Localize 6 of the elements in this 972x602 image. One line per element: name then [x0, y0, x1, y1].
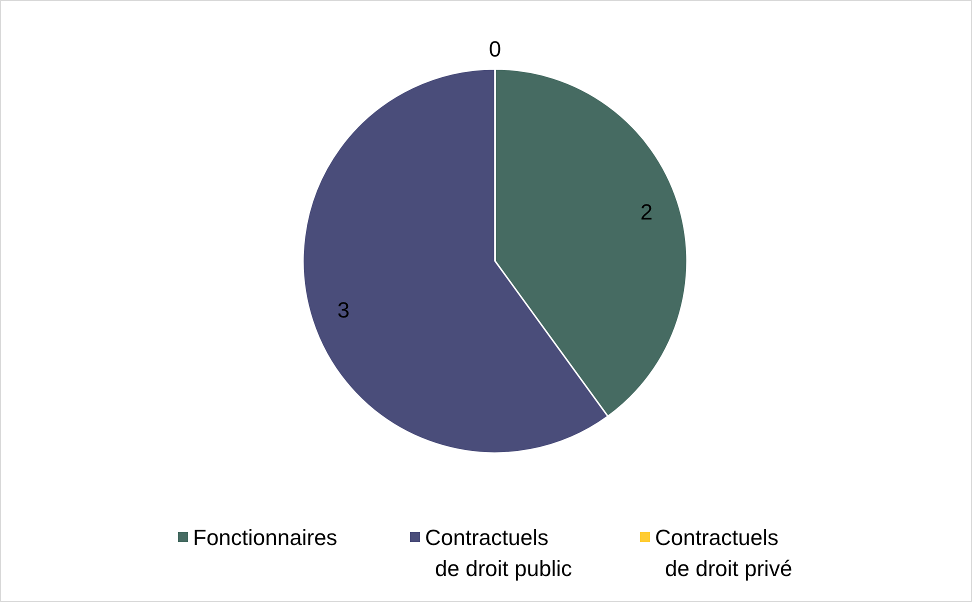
data-label: 3: [337, 298, 350, 323]
legend-label: Contractuels de droit privé: [655, 524, 792, 580]
legend-label: Contractuels de droit public: [425, 524, 572, 580]
legend-label: Fonctionnaires: [193, 524, 338, 550]
text: 0: [488, 36, 502, 62]
data-label: 2: [640, 199, 653, 224]
